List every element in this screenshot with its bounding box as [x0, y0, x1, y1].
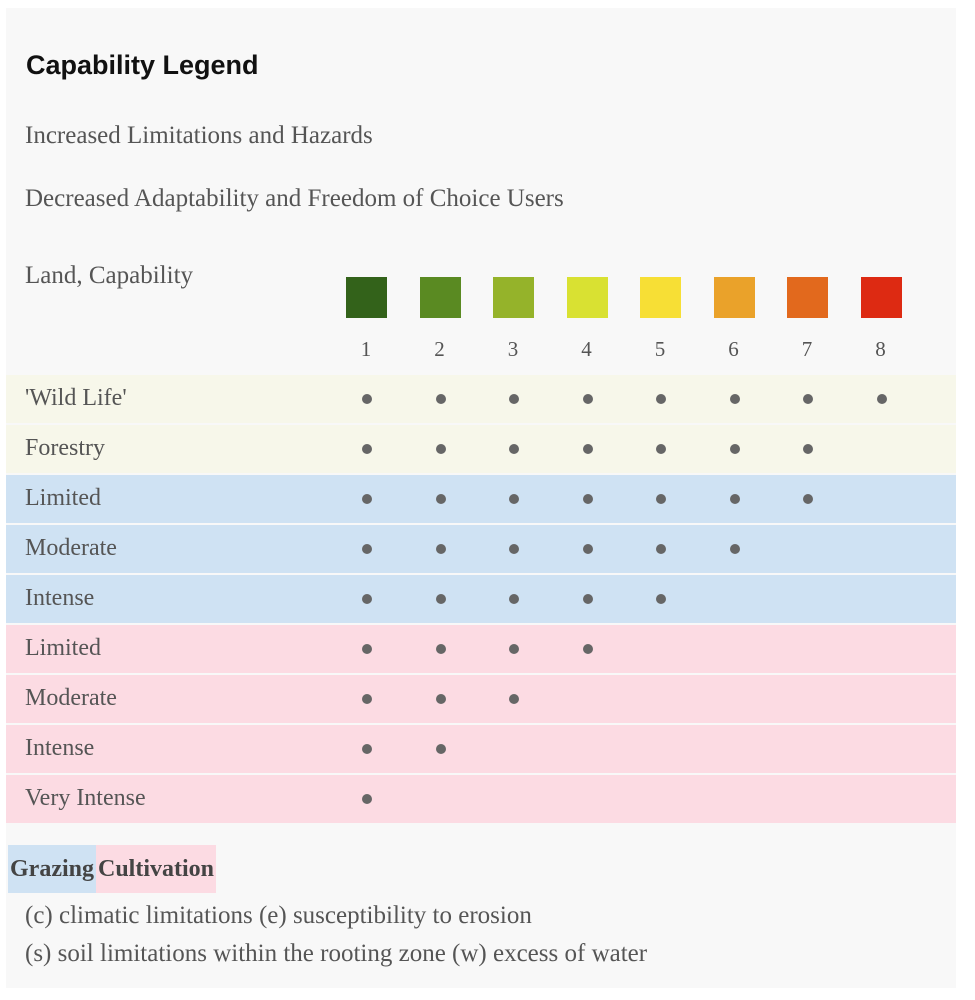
dot [435, 594, 446, 604]
class-number: 8 [875, 337, 886, 361]
class-swatch [493, 277, 534, 318]
class-number: 7 [801, 337, 813, 361]
row-label: Intense [25, 735, 95, 761]
class-swatch [419, 277, 461, 318]
dot [362, 794, 372, 804]
class-swatch [713, 277, 755, 318]
legend-item: Cultivation [96, 845, 217, 893]
dot [362, 594, 372, 604]
dot [729, 394, 740, 404]
dot [582, 544, 593, 554]
dot [803, 444, 813, 454]
table-row [6, 675, 956, 723]
table-row [6, 525, 956, 573]
dot [362, 744, 372, 754]
row-label: Forestry [25, 435, 105, 461]
dot [729, 444, 740, 454]
class-number: 2 [434, 337, 445, 361]
row-label: Limited [25, 485, 101, 511]
dot [876, 394, 887, 404]
dot [509, 444, 519, 454]
dot [509, 394, 519, 404]
dot [362, 494, 372, 504]
dot [435, 744, 446, 754]
subtitle: Increased Limitations and Hazards [25, 122, 373, 149]
dot [656, 494, 666, 504]
dot [656, 594, 666, 604]
table-row [6, 575, 956, 623]
dot [656, 444, 666, 454]
dot [656, 394, 666, 404]
row-label: 'Wild Life' [25, 385, 127, 411]
class-number: 5 [654, 337, 666, 361]
footnote: (c) climatic limitations (e) susceptibil… [25, 902, 532, 929]
dot [803, 394, 813, 404]
dot [582, 444, 593, 454]
table-row [6, 775, 956, 823]
dot [362, 444, 372, 454]
row-label: Moderate [25, 685, 117, 711]
table-row [6, 375, 956, 423]
dot [509, 544, 519, 554]
class-number: 3 [507, 337, 519, 361]
dot [509, 594, 519, 604]
title: Capability Legend [26, 50, 259, 80]
dot [362, 394, 372, 404]
dot [509, 494, 519, 504]
row-label: Limited [25, 635, 101, 661]
dot [435, 494, 446, 504]
class-swatch [860, 277, 902, 318]
legend-item: Grazing [8, 845, 96, 893]
class-number: 4 [581, 337, 592, 361]
dot [582, 394, 593, 404]
table-row [6, 425, 956, 473]
dot [729, 544, 740, 554]
dot [362, 694, 372, 704]
dot [435, 444, 446, 454]
dot [509, 694, 519, 704]
footnote: (s) soil limitations within the rooting … [25, 940, 648, 967]
class-number: 6 [728, 337, 739, 361]
table-row [6, 475, 956, 523]
class-swatch [566, 277, 608, 318]
dot [509, 644, 519, 654]
dot [435, 394, 446, 404]
dot [362, 644, 372, 654]
row-label: Very Intense [25, 785, 146, 811]
class-swatch [787, 277, 828, 318]
dot [435, 694, 446, 704]
dot [656, 544, 666, 554]
row-label: Intense [25, 585, 95, 611]
dot [582, 644, 593, 654]
class-swatch [346, 277, 387, 318]
corner-label: Land, Capability [25, 262, 194, 289]
dot [582, 494, 593, 504]
subtitle: Decreased Adaptability and Freedom of Ch… [25, 185, 564, 212]
dot [803, 494, 813, 504]
dot [582, 594, 593, 604]
class-swatch [640, 277, 681, 318]
dot [362, 544, 372, 554]
dot [435, 544, 446, 554]
table-row [6, 725, 956, 773]
row-label: Moderate [25, 535, 117, 561]
class-number: 1 [360, 337, 372, 361]
table-row [6, 625, 956, 673]
dot [435, 644, 446, 654]
dot [729, 494, 740, 504]
